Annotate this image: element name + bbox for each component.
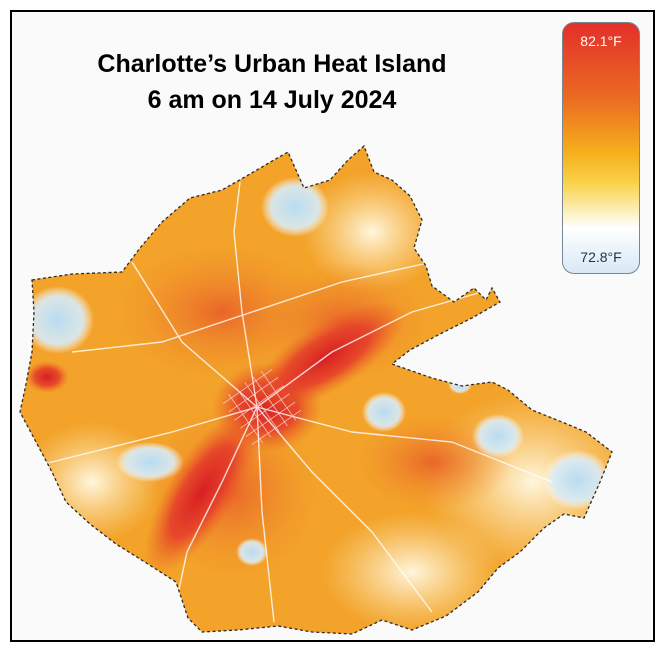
title-line-1: Charlotte’s Urban Heat Island	[97, 50, 447, 78]
legend-min-label: 72.8°F	[580, 249, 622, 265]
legend-max-label: 82.1°F	[580, 33, 622, 49]
heat-map	[19, 145, 613, 635]
map-frame: Charlotte’s Urban Heat Island 6 am on 14…	[10, 10, 655, 642]
map-title: Charlotte’s Urban Heat Island 6 am on 14…	[12, 46, 532, 118]
downtown-grid	[222, 368, 302, 446]
road-network	[31, 181, 553, 623]
temperature-legend: 82.1°F 72.8°F	[562, 22, 640, 274]
title-line-2: 6 am on 14 July 2024	[147, 86, 397, 114]
